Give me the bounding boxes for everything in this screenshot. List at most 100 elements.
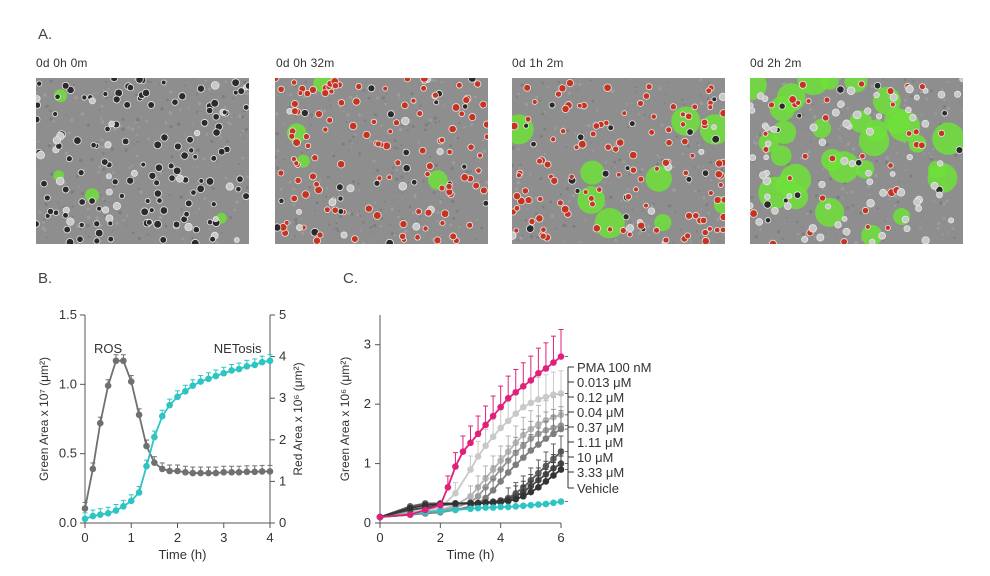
micrograph-noise <box>802 226 804 228</box>
data-point <box>527 488 535 496</box>
cell <box>422 225 429 232</box>
micrograph-noise <box>121 127 125 132</box>
micrograph-noise <box>681 98 684 101</box>
micrograph-noise <box>904 169 907 172</box>
micrograph-noise <box>339 214 343 219</box>
micrograph-noise <box>359 229 362 232</box>
cell <box>540 226 547 233</box>
micrograph-noise <box>36 174 38 178</box>
micrograph-noise <box>903 104 906 107</box>
micrograph-noise <box>477 179 480 182</box>
micrograph-noise <box>73 190 76 193</box>
micrograph-noise <box>850 190 854 194</box>
micrograph-noise <box>400 175 404 179</box>
micrograph-noise <box>544 110 547 113</box>
cell <box>77 169 85 177</box>
cell <box>798 80 807 89</box>
micrograph-noise <box>571 193 576 198</box>
data-point <box>151 459 158 466</box>
micrograph-noise <box>233 114 235 116</box>
micrograph-noise <box>796 220 799 224</box>
micrograph-noise <box>636 195 639 198</box>
micrograph-image <box>750 78 963 244</box>
micrograph-noise <box>612 134 615 136</box>
micrograph-noise <box>397 215 400 219</box>
micrograph-noise <box>390 232 394 236</box>
data-point <box>158 412 166 420</box>
micrograph-noise <box>474 238 477 241</box>
green-fluorescence-spot <box>772 120 797 145</box>
cell <box>515 172 522 179</box>
cell <box>311 154 319 162</box>
micrograph-noise <box>433 116 437 120</box>
data-point <box>474 504 482 512</box>
data-point <box>406 511 414 518</box>
micrograph-noise <box>123 110 125 112</box>
cell <box>699 216 708 225</box>
micrograph-noise <box>960 85 962 87</box>
micrograph-noise <box>244 128 248 132</box>
data-point <box>189 469 197 477</box>
cell <box>196 184 205 193</box>
micrograph-noise <box>57 201 60 204</box>
cell <box>376 175 383 182</box>
micrograph-noise <box>135 93 138 96</box>
micrograph-noise <box>682 103 685 106</box>
cell <box>783 202 792 210</box>
cell <box>466 221 474 229</box>
micrograph-noise <box>348 139 352 143</box>
micrograph-noise <box>183 84 186 87</box>
data-point <box>482 421 489 429</box>
cell <box>43 194 51 202</box>
micrograph-noise <box>958 181 960 183</box>
cell <box>205 106 214 115</box>
micrograph-noise <box>64 151 69 155</box>
micrograph-noise <box>638 113 641 116</box>
micrograph-noise <box>702 96 704 99</box>
micrograph-noise <box>811 103 814 106</box>
micrograph-noise <box>155 175 159 179</box>
micrograph-noise <box>374 201 377 204</box>
micrograph-noise <box>521 234 524 237</box>
cell <box>523 122 530 129</box>
cell <box>401 116 410 126</box>
cell <box>818 180 826 189</box>
cell <box>750 154 757 162</box>
cell <box>698 148 705 155</box>
cell <box>184 222 193 232</box>
data-point <box>266 468 274 475</box>
y-tick-label-left: 1.5 <box>59 307 77 322</box>
micrograph-noise <box>346 113 350 117</box>
green-fluorescence-spot <box>861 224 883 244</box>
cell <box>321 89 330 98</box>
cell <box>679 111 686 118</box>
cell <box>78 198 86 206</box>
micrograph-noise <box>782 81 786 86</box>
micrograph-noise <box>357 189 361 192</box>
data-point <box>89 512 97 520</box>
cell <box>107 235 115 243</box>
micrograph-noise <box>634 86 637 89</box>
micrograph-noise <box>369 225 373 229</box>
micrograph-noise <box>656 154 659 157</box>
data-point <box>467 505 474 513</box>
cell <box>701 169 710 177</box>
micrograph-noise <box>195 93 199 96</box>
cell <box>701 229 709 237</box>
micrograph-noise <box>179 195 184 199</box>
micrograph-noise <box>362 89 366 93</box>
micrograph-noise <box>210 139 214 143</box>
micrograph-noise <box>45 104 49 109</box>
data-point <box>542 500 550 508</box>
micrograph-noise <box>601 85 603 87</box>
data-point <box>135 411 143 419</box>
micrograph-noise <box>643 113 646 116</box>
micrograph-noise <box>304 81 307 84</box>
micrograph-noise <box>90 158 94 161</box>
cell <box>123 101 132 109</box>
micrograph-noise <box>289 93 293 97</box>
micrograph-noise <box>534 196 538 200</box>
micrograph-noise <box>319 178 322 181</box>
micrograph-svg <box>275 78 488 244</box>
cell <box>196 84 205 93</box>
